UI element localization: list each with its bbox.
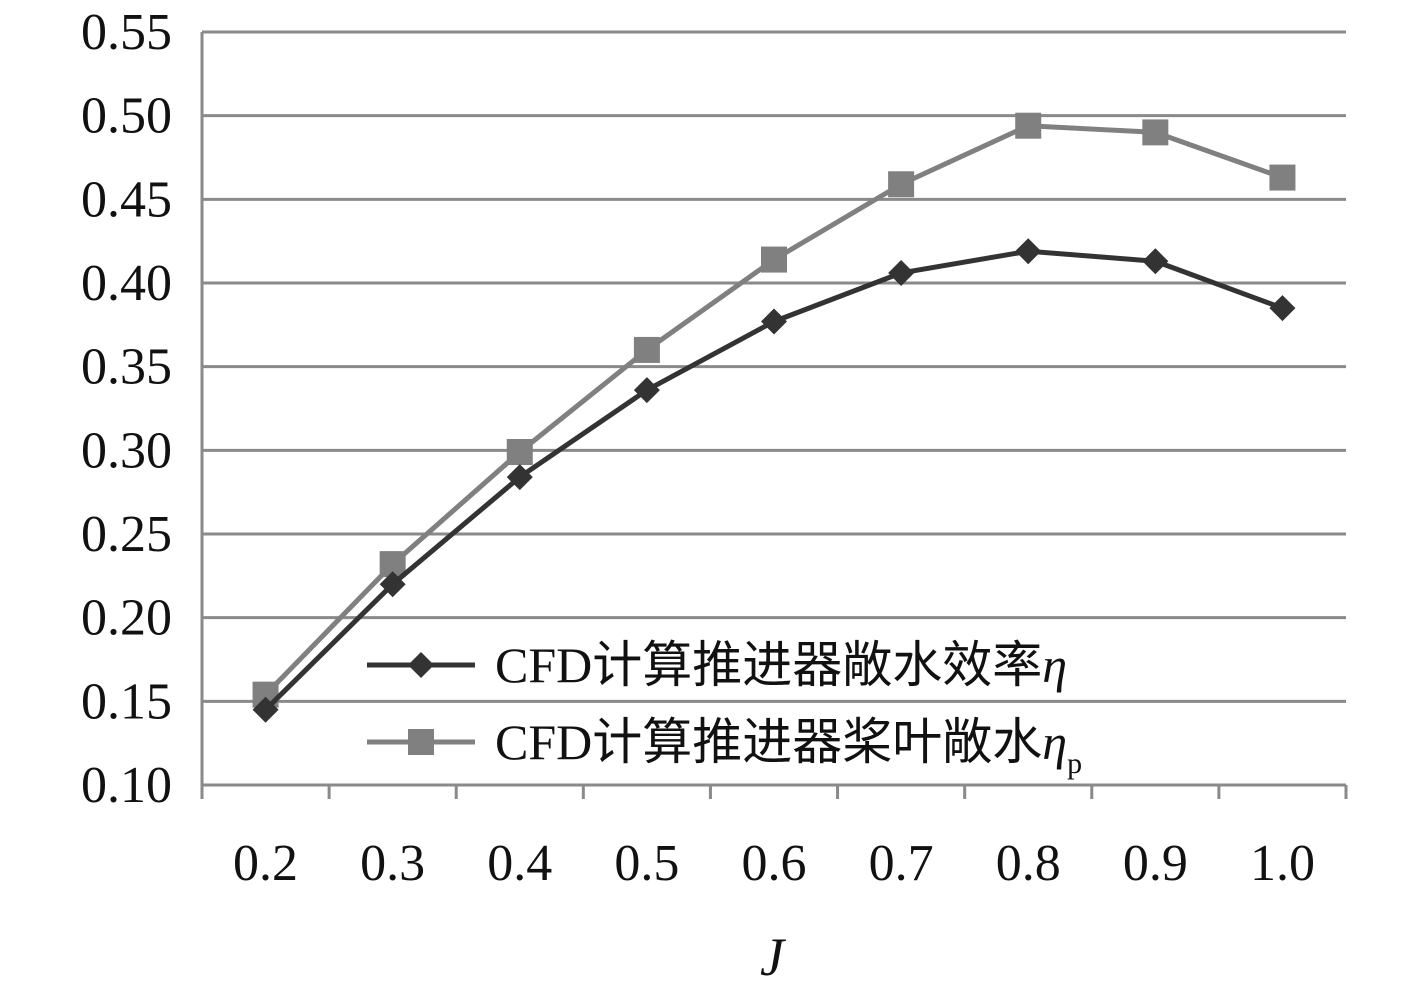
y-tick-label: 0.20 <box>81 590 172 647</box>
y-tick-label: 0.35 <box>81 339 172 396</box>
grid-lines <box>202 30 1346 703</box>
y-tick-label: 0.45 <box>81 171 172 228</box>
series-line-2 <box>263 123 1284 697</box>
data-point-square <box>506 439 533 466</box>
x-tick-label: 0.8 <box>996 835 1061 892</box>
x-tick-label: 0.7 <box>869 835 934 892</box>
series-group <box>252 112 1296 723</box>
y-tick-label: 0.10 <box>81 757 172 814</box>
data-point-diamond <box>761 308 787 335</box>
data-point-diamond <box>506 464 533 491</box>
y-tick-label: 0.40 <box>81 255 172 312</box>
data-point-square <box>1269 164 1296 191</box>
legend-marker-diamond <box>408 652 434 678</box>
y-tick-label: 0.50 <box>81 88 172 145</box>
y-tick-label: 0.15 <box>81 673 172 730</box>
axes <box>200 32 1348 799</box>
x-tick-label: 0.2 <box>233 835 298 892</box>
y-tick-label: 0.25 <box>81 506 172 563</box>
data-point-diamond <box>888 259 915 286</box>
legend-marker-square <box>408 729 434 755</box>
x-axis-label: J <box>760 927 787 987</box>
data-point-diamond <box>1269 295 1296 322</box>
data-point-square <box>1015 112 1042 139</box>
data-point-square <box>1142 119 1169 146</box>
data-point-diamond <box>1015 238 1042 265</box>
data-point-diamond <box>633 377 660 404</box>
x-tick-label: 0.5 <box>614 835 679 892</box>
data-point-square <box>633 336 660 363</box>
x-tick-label: 1.0 <box>1250 835 1315 892</box>
y-tick-label: 0.30 <box>81 422 172 479</box>
x-tick-labels: 0.2 0.3 0.4 0.5 0.6 0.7 0.8 0.9 1.0 <box>233 835 1315 892</box>
x-tick-label: 0.6 <box>742 835 807 892</box>
x-tick-label: 0.9 <box>1123 835 1188 892</box>
legend-label-2: CFD计算推进器桨叶敞水ηp <box>495 714 1082 780</box>
data-point-square <box>761 246 787 273</box>
x-tick-label: 0.3 <box>360 835 425 892</box>
legend: CFD计算推进器敞水效率η CFD计算推进器桨叶敞水ηp <box>367 637 1082 780</box>
y-tick-labels: 0.10 0.15 0.20 0.25 0.30 0.35 0.40 0.45 0.50 0.55 <box>81 4 172 814</box>
x-tick-label: 0.4 <box>487 835 552 892</box>
data-point-diamond <box>1142 248 1169 275</box>
y-tick-label: 0.55 <box>81 4 172 61</box>
data-point-square <box>888 171 915 198</box>
data-point-diamond <box>252 696 279 723</box>
legend-label-1: CFD计算推进器敞水效率η <box>495 637 1067 693</box>
data-point-diamond <box>379 571 406 598</box>
